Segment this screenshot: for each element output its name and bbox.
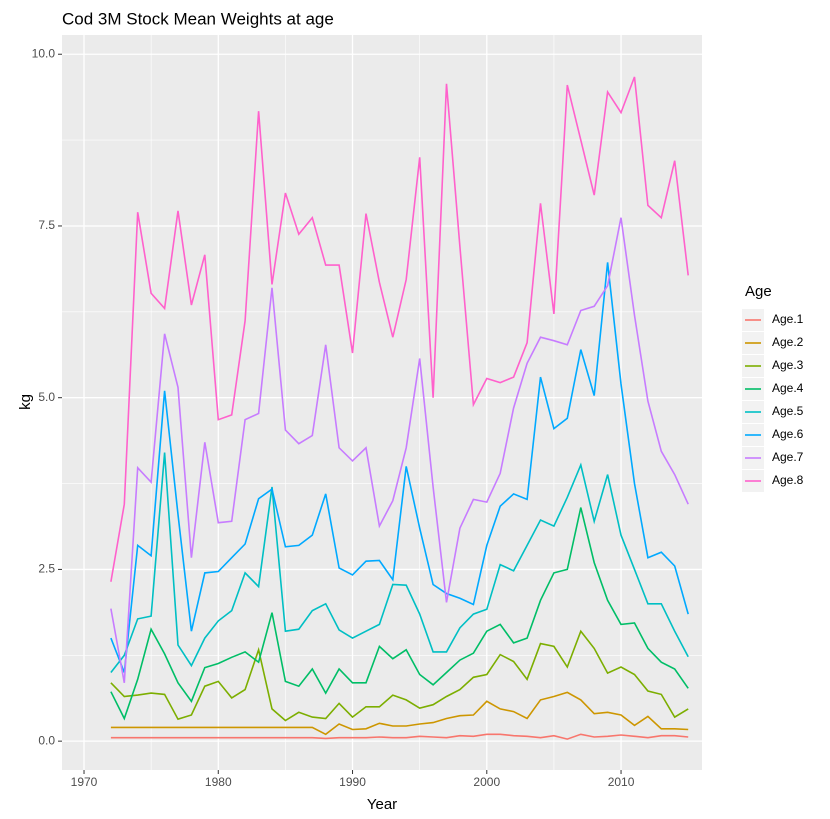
x-axis-label: Year [367,796,397,813]
y-tick-label: 5.0 [38,390,55,404]
x-tick-label: 1970 [71,775,98,789]
series-line [110,507,689,721]
legend-label: Age.6 [772,427,804,441]
x-tick-label: 2010 [608,775,635,789]
series-line [110,733,689,740]
legend-title: Age [745,283,772,300]
legend-label: Age.3 [772,358,804,372]
panel [62,35,702,770]
legend-label: Age.4 [772,381,804,395]
legend-label: Age.5 [772,404,804,418]
legend-label: Age.2 [772,335,804,349]
x-tick-label: 1990 [339,775,366,789]
legend-label: Age.1 [772,312,804,326]
y-tick-label: 0.0 [38,733,55,747]
x-tick-label: 2000 [473,775,500,789]
series-line [110,76,689,582]
chart-title: Cod 3M Stock Mean Weights at age [62,9,334,28]
y-tick-label: 7.5 [38,218,55,232]
series-line [110,691,689,736]
legend-label: Age.7 [772,450,804,464]
series-line [110,217,689,683]
x-tick-label: 1980 [205,775,232,789]
y-tick-label: 2.5 [38,562,55,576]
y-axis-label: kg [17,394,34,410]
series-line [110,452,689,673]
series-line [110,262,689,673]
y-tick-label: 10.0 [32,46,56,60]
series-line [110,629,689,722]
legend-label: Age.8 [772,473,804,487]
